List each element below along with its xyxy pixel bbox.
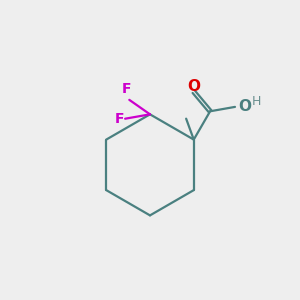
Text: F: F <box>115 112 124 126</box>
Text: O: O <box>188 79 200 94</box>
Text: F: F <box>122 82 131 96</box>
Text: O: O <box>238 99 252 114</box>
Text: H: H <box>251 95 261 108</box>
